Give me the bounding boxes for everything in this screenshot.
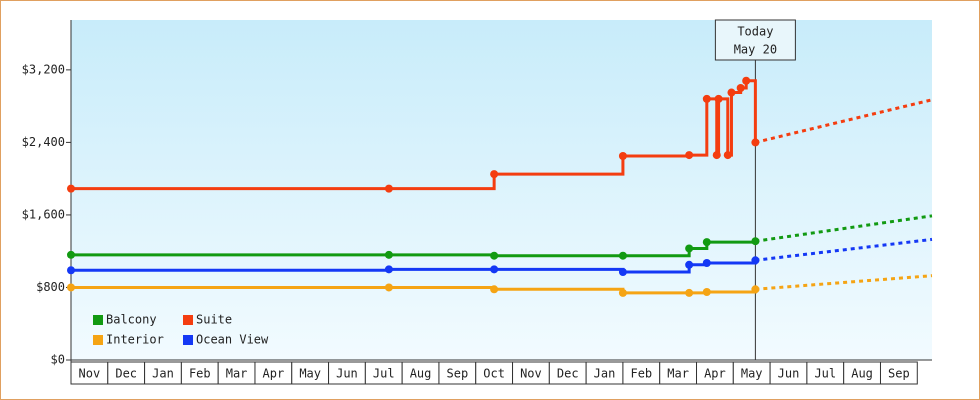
price-point (618, 251, 627, 260)
price-point (685, 244, 694, 253)
price-point (490, 285, 499, 294)
price-point (67, 250, 75, 259)
price-point (736, 84, 745, 92)
price-point (685, 288, 694, 297)
x-tick-label: Feb (189, 367, 211, 381)
x-tick-label: Nov (520, 367, 542, 381)
x-tick-label: May (741, 367, 763, 381)
y-tick-label: $0 (51, 353, 65, 367)
price-point (490, 170, 499, 179)
price-point (384, 250, 393, 259)
price-point (685, 260, 694, 269)
x-tick-label: Sep (888, 367, 910, 381)
y-tick-label: $3,200 (22, 62, 65, 76)
today-label: Today (737, 25, 773, 39)
month-cell (879, 361, 918, 385)
x-tick-label: Sep (447, 367, 469, 381)
price-point (384, 184, 393, 193)
today-label: May 20 (734, 43, 777, 57)
projection-line (755, 214, 933, 243)
y-tick-label: $1,600 (22, 207, 65, 221)
y-tick-label: $800 (36, 280, 65, 294)
x-tick-label: Dec (557, 367, 579, 381)
price-point (751, 237, 760, 246)
price-point (742, 76, 751, 85)
price-point (685, 151, 694, 160)
price-point (723, 151, 732, 160)
price-point (751, 138, 760, 147)
legend-swatch (183, 335, 193, 345)
x-tick-label: Jul (373, 367, 395, 381)
legend-label: Balcony (106, 313, 157, 327)
x-tick-label: Aug (851, 367, 873, 381)
projection-line (755, 237, 933, 262)
x-tick-label: Feb (630, 367, 652, 381)
price-point (618, 152, 627, 160)
price-point (384, 283, 393, 292)
price-point (490, 251, 499, 260)
x-tick-label: Jan (152, 367, 174, 381)
legend-label: Interior (106, 333, 164, 347)
x-tick-label: Jun (336, 367, 358, 381)
price-point (702, 258, 711, 267)
legend-swatch (93, 335, 103, 345)
price-point (714, 94, 723, 103)
x-tick-label: Jun (778, 367, 800, 381)
x-tick-label: Apr (704, 367, 726, 381)
price-line (71, 240, 757, 258)
x-tick-label: Dec (115, 367, 137, 381)
price-point (751, 256, 760, 265)
legend-label: Suite (196, 313, 232, 327)
price-point (384, 265, 393, 274)
x-tick-label: Mar (226, 367, 248, 381)
x-tick-label: Nov (79, 367, 101, 381)
price-point (751, 285, 760, 294)
price-point (618, 268, 627, 277)
x-tick-label: Mar (667, 367, 689, 381)
x-tick-label: Apr (263, 367, 285, 381)
price-point (702, 238, 711, 247)
today-box (714, 19, 796, 61)
x-tick-label: Aug (410, 367, 432, 381)
price-point (67, 266, 75, 275)
price-point (490, 265, 499, 274)
projection-line (755, 98, 933, 144)
price-point (702, 288, 711, 296)
price-point (618, 288, 627, 297)
x-tick-label: Jul (814, 367, 836, 381)
x-tick-label: Oct (483, 367, 505, 381)
legend-swatch (93, 315, 103, 325)
legend-swatch (183, 315, 193, 325)
projection-line (755, 274, 933, 291)
price-point (67, 184, 75, 193)
x-tick-label: May (299, 367, 321, 381)
price-point (727, 88, 736, 97)
price-point (67, 283, 75, 292)
y-tick-label: $2,400 (22, 135, 65, 149)
x-tick-label: Jan (594, 367, 616, 381)
price-point (712, 151, 721, 160)
legend-label: Ocean View (196, 333, 269, 347)
price-point (702, 94, 711, 103)
